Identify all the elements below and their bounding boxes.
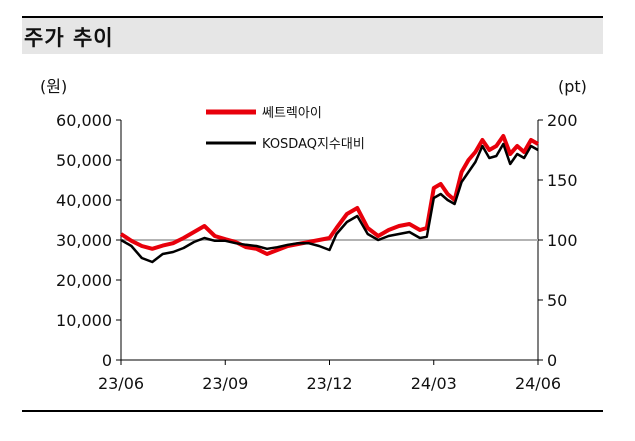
legend-label-kosdaq: KOSDAQ지수대비 [262, 137, 365, 152]
right-tick-label: 100 [547, 231, 578, 250]
series-line-kosdaq [120, 142, 539, 264]
x-tick-label: 23/12 [306, 374, 352, 393]
series-line-setec [119, 134, 539, 256]
legend: 쎄트렉아이 KOSDAQ지수대비 [206, 106, 365, 152]
right-tick-label: 150 [547, 171, 578, 190]
x-tick-label: 24/06 [515, 374, 561, 393]
left-tick-label: 0 [102, 351, 112, 370]
left-tick-label: 50,000 [56, 151, 112, 170]
right-tick-label: 200 [547, 111, 578, 130]
x-axis: 23/06 23/09 23/12 24/03 24/06 [98, 359, 561, 393]
right-axis-unit: (pt) [558, 77, 587, 96]
left-axis: 0 10,000 20,000 30,000 40,000 50,000 60,000 [56, 111, 122, 370]
title-bar: 주가 추이 [22, 18, 603, 54]
left-tick-label: 30,000 [56, 231, 112, 250]
legend-label-setec: 쎄트렉아이 [262, 106, 322, 121]
right-axis: 0 50 100 150 200 [537, 111, 578, 370]
left-tick-label: 10,000 [56, 311, 112, 330]
series-layer [119, 134, 539, 264]
bottom-rule [22, 410, 603, 412]
right-tick-label: 50 [547, 291, 567, 310]
left-tick-label: 40,000 [56, 191, 112, 210]
x-tick-label: 24/03 [411, 374, 457, 393]
left-tick-label: 60,000 [56, 111, 112, 130]
chart-title: 주가 추이 [24, 26, 114, 50]
right-tick-label: 0 [547, 351, 557, 370]
left-axis-unit: (원) [40, 77, 67, 96]
x-tick-label: 23/06 [98, 374, 144, 393]
top-rule [22, 16, 603, 18]
x-tick-label: 23/09 [202, 374, 248, 393]
left-tick-label: 20,000 [56, 271, 112, 290]
